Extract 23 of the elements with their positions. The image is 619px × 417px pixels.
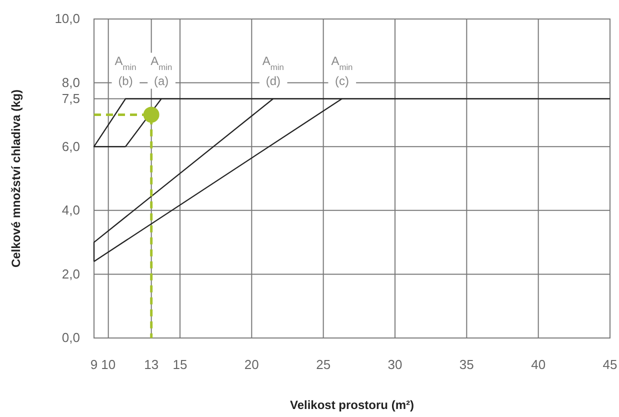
y-tick-label: 8,0: [62, 74, 80, 90]
annotation: A$_{min}$ (c): [331, 54, 354, 88]
x-tick-label: 30: [388, 357, 402, 372]
x-tick-label: 20: [244, 357, 259, 372]
y-tick-label: 2,0: [62, 266, 80, 282]
y-tick-label: 6,0: [62, 138, 80, 154]
x-tick-label: 35: [459, 357, 474, 372]
y-tick-label: 10,0: [54, 11, 80, 26]
x-tick-label: 40: [531, 357, 546, 372]
x-tick-label: 9: [90, 357, 98, 372]
y-axis-title: Celkové množství chladiva (kg): [9, 89, 23, 268]
x-tick-label: 10: [101, 357, 116, 372]
y-tick-label: 0,0: [62, 330, 80, 346]
x-tick-label: 15: [172, 357, 188, 372]
x-tick-label: 25: [316, 357, 331, 372]
y-tick-label: 4,0: [62, 202, 80, 218]
y-tick-label: 7,5: [62, 90, 80, 106]
annotation: A$_{min}$ (a): [150, 54, 172, 88]
x-tick-label: 45: [602, 357, 618, 372]
x-axis-title: Velikost prostoru (m²): [290, 398, 414, 412]
x-tick-label: 13: [144, 357, 159, 372]
annotation: A$_{min}$ (b): [114, 54, 137, 88]
annotation: A$_{min}$ (d): [262, 54, 284, 88]
